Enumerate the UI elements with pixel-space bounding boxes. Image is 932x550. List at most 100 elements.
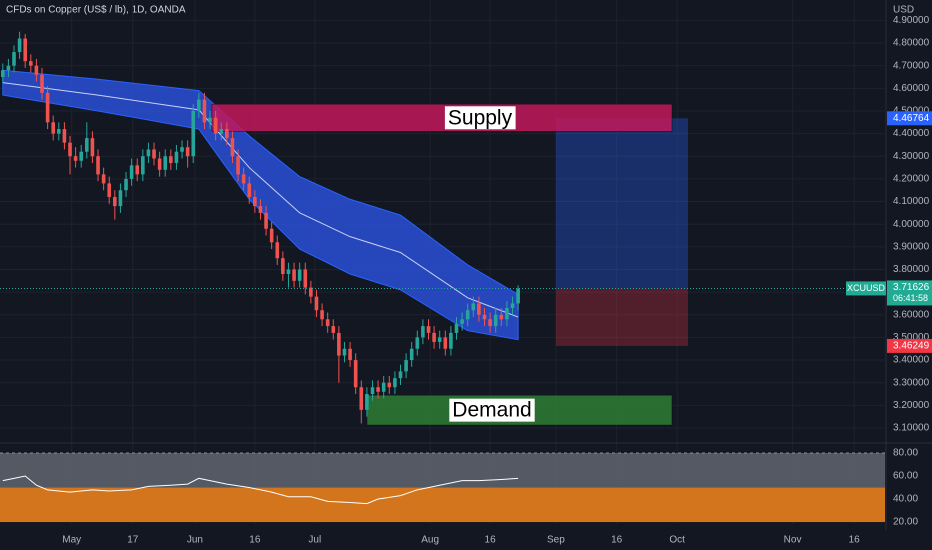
x-tick-label: 16 [611, 535, 623, 546]
candle-body [303, 269, 308, 288]
candle-body [169, 156, 173, 164]
candle-body [275, 242, 280, 259]
candle-body [365, 394, 369, 410]
symbol-label: XCUUSD [847, 283, 886, 293]
price-label: 3.71626 [893, 282, 930, 293]
candle-body [107, 183, 112, 198]
position-price-bg [887, 111, 932, 126]
candle-body [45, 92, 50, 123]
candle-body [482, 314, 487, 320]
candle-body [79, 151, 84, 161]
candle-body [320, 310, 324, 320]
y-tick-label: 4.50000 [893, 106, 930, 117]
zone-label-bg [449, 398, 535, 422]
candle-body [359, 387, 364, 410]
candle-body [376, 387, 380, 392]
y-tick-label: 4.30000 [893, 151, 930, 162]
zone [211, 103, 673, 132]
candle-body [337, 332, 341, 356]
y-tick-label: 4.00000 [893, 219, 930, 230]
candle-body [477, 303, 481, 315]
candle-body [23, 38, 28, 62]
y-tick-label: 3.30000 [893, 377, 930, 388]
candle-body [197, 99, 201, 111]
oscillator-fill [0, 487, 885, 523]
candle-body [314, 296, 319, 311]
position-price-label: 4.46764 [893, 113, 930, 124]
oscillator-tick-label: 40.00 [893, 494, 918, 505]
candle-body [202, 99, 207, 123]
candle-body [398, 371, 403, 379]
position-target [556, 118, 688, 289]
candle-body [174, 151, 179, 164]
oscillator-tick-label: 80.00 [893, 448, 918, 459]
candle-body [152, 149, 156, 159]
y-tick-label: 4.20000 [893, 174, 930, 185]
candle-body [404, 360, 408, 372]
candle-body [34, 65, 39, 75]
zone-label: Demand [452, 399, 531, 422]
x-tick-label: Aug [421, 535, 439, 546]
candle-body [68, 142, 72, 157]
candle-body [135, 165, 140, 175]
candle-body [342, 348, 347, 356]
candle-body [465, 310, 470, 320]
candle-body [51, 122, 56, 134]
y-tick-label: 4.40000 [893, 128, 930, 139]
y-tick-label: 3.40000 [893, 355, 930, 366]
envelope-middle [2, 82, 519, 318]
candle-body [281, 258, 285, 275]
candle-body [124, 178, 128, 191]
candle-body [225, 129, 229, 139]
candle-body [348, 348, 352, 361]
candle-body [141, 156, 145, 175]
candle-body [387, 382, 392, 388]
candle-body [264, 212, 268, 229]
candle-body [381, 382, 386, 392]
candle-body [163, 156, 168, 170]
candle-body [40, 74, 44, 93]
x-tick-label: Jun [187, 535, 203, 546]
position-price-bg [887, 338, 932, 353]
y-tick-label: 4.10000 [893, 196, 930, 207]
candle-body [90, 138, 95, 157]
candle-body [493, 314, 498, 327]
candle-body [432, 332, 436, 342]
oscillator-fill [0, 453, 885, 488]
y-tick-label: 3.60000 [893, 309, 930, 320]
candle-body [180, 147, 184, 152]
price-label-bg [887, 280, 932, 306]
position-price-label: 3.46249 [893, 341, 930, 352]
candle-body [62, 129, 67, 143]
candle-body [437, 337, 442, 342]
candle-body [331, 326, 336, 333]
candle-body [118, 190, 123, 207]
candle-body [258, 206, 263, 213]
candle-body [510, 303, 515, 308]
x-tick-label: Oct [669, 535, 685, 546]
candle-body [460, 319, 464, 324]
candle-body [393, 378, 397, 388]
y-tick-label: 3.10000 [893, 423, 930, 434]
x-tick-label: Nov [784, 535, 802, 546]
candle-body [286, 269, 291, 275]
x-tick-label: Jul [308, 535, 321, 546]
candle-body [505, 307, 509, 320]
oscillator-tick-label: 20.00 [893, 517, 918, 528]
candle-body [17, 38, 22, 53]
candle-body [57, 129, 61, 134]
y-tick-label: 3.80000 [893, 264, 930, 275]
candle-body [325, 319, 330, 327]
x-tick-label: 17 [127, 535, 139, 546]
x-tick-label: 16 [249, 535, 261, 546]
candle-body [6, 65, 11, 71]
oscillator-line [2, 475, 519, 505]
zone-label-bg [444, 106, 516, 130]
x-tick-label: May [62, 535, 81, 546]
candle-body [113, 197, 117, 207]
candle-body [241, 174, 246, 184]
candle-body [208, 117, 212, 123]
x-tick-label: Sep [547, 535, 565, 546]
